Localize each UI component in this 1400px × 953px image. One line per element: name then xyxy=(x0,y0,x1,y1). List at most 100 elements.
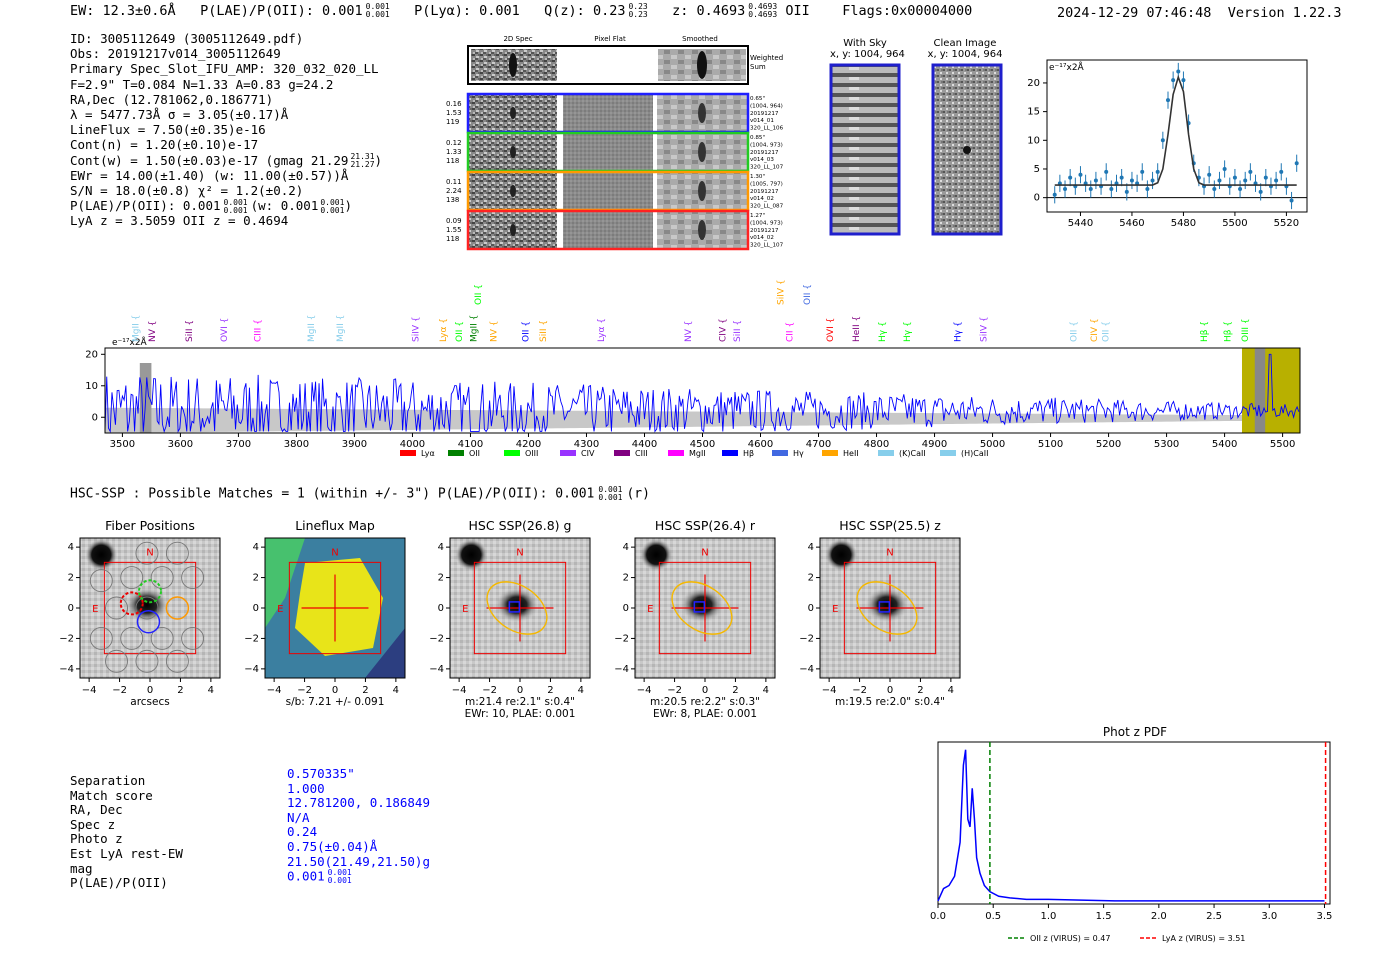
panel-x-tick-label: −2 xyxy=(667,685,682,696)
spec-x-tick-label: 5000 xyxy=(980,439,1005,450)
panel-y-tick-label: −2 xyxy=(614,633,629,644)
line-marker-label: SiIV { xyxy=(980,316,990,342)
panel-title: HSC SSP(25.5) z xyxy=(839,518,941,533)
target-marker xyxy=(508,601,521,613)
row-detail: 320_LL_107 xyxy=(750,165,784,171)
row-smooth-source xyxy=(698,181,706,201)
legend-swatch xyxy=(822,450,838,456)
data-point xyxy=(1119,175,1124,180)
panel-y-tick-label: −4 xyxy=(429,664,444,675)
legend-label: Hβ xyxy=(743,449,754,458)
data-point xyxy=(1078,172,1083,177)
panel-y-tick-label: −2 xyxy=(59,633,74,644)
galaxy-ellipse xyxy=(856,581,918,635)
line-marker-label: SiII { xyxy=(733,320,743,342)
row-detail: 1.30" xyxy=(750,174,765,180)
match-values: 0.570335" 1.000 12.781200, 0.186849 N/A … xyxy=(287,766,430,885)
spec-x-tick-label: 4500 xyxy=(690,439,715,450)
info-contw-sup: 21.31 xyxy=(350,152,375,161)
fiber-circle xyxy=(181,626,205,650)
galaxy-ellipse xyxy=(671,581,733,635)
info-plae-sup: 0.001 xyxy=(223,197,248,207)
legend-swatch xyxy=(614,450,630,456)
row-frame xyxy=(466,209,750,251)
y-tick-label: 5 xyxy=(1034,164,1040,175)
upper-marker-label: OII { xyxy=(474,284,484,305)
data-point xyxy=(1176,69,1181,74)
panel-title: Lineflux Map xyxy=(295,518,375,533)
data-point xyxy=(1063,187,1068,192)
legend-label: OII xyxy=(469,449,480,458)
hsc-title: HSC-SSP : Possible Matches = 1 (within +… xyxy=(70,486,595,502)
info-lambda: λ = 5477.73Å σ = 3.05(±0.17)Å xyxy=(70,106,289,122)
upper-marker-label: OII { xyxy=(803,284,813,305)
panel-y-tick-label: 0 xyxy=(68,603,74,614)
legend-label: (K)CaII xyxy=(899,449,926,458)
info-primary: Primary Spec_Slot_IFU_AMP: 320_032_020_L… xyxy=(70,61,379,77)
line-marker-label: OVI { xyxy=(220,318,230,342)
match-value-radec: 12.781200, 0.186849 xyxy=(287,795,430,811)
pdf-x-tick-label: 2.0 xyxy=(1151,911,1167,922)
upper-marker-label: SiIV { xyxy=(777,279,787,305)
panel-y-tick-label: 4 xyxy=(68,542,74,553)
pdf-x-tick-label: 0.5 xyxy=(985,911,1001,922)
fiber-circle xyxy=(120,566,144,590)
header-z-line: OII xyxy=(785,3,810,19)
match-label-specz: Spec z xyxy=(70,816,116,832)
fiber-circle xyxy=(150,626,174,650)
fiber-circle xyxy=(165,541,189,565)
north-label: N xyxy=(516,548,523,559)
match-label-separation: Separation xyxy=(70,773,146,788)
row-n3: 138 xyxy=(446,196,459,204)
match-value-plae: 0.001 xyxy=(287,868,325,884)
row-n2: 1.55 xyxy=(446,226,462,234)
panel-caption: s/b: 7.21 +/- 0.091 xyxy=(286,696,385,708)
spec-x-tick-label: 4000 xyxy=(400,439,425,450)
x-tick-label: 5500 xyxy=(1222,218,1247,229)
east-label: E xyxy=(462,604,468,615)
bright-star xyxy=(640,538,673,571)
row-n2: 2.24 xyxy=(446,187,462,195)
legend-swatch xyxy=(560,450,576,456)
row-detail: (1004, 973) xyxy=(750,220,783,226)
row-pixel-flat xyxy=(563,94,653,132)
line-marker-label: CII { xyxy=(785,322,795,342)
panel-title: Fiber Positions xyxy=(105,518,195,533)
sky-clean-images xyxy=(829,63,1003,236)
panel-y-tick-label: 2 xyxy=(438,573,444,584)
pdf-legend-label: OII z (VIRUS) = 0.47 xyxy=(1030,934,1110,943)
fiber-circle xyxy=(150,566,174,590)
spec-x-tick-label: 5400 xyxy=(1212,439,1237,450)
data-point xyxy=(1207,172,1212,177)
panel-y-tick-label: 4 xyxy=(253,542,259,553)
line-marker-label: SiII { xyxy=(539,320,549,342)
line-marker-label: CIII { xyxy=(253,319,263,342)
spec-x-tick-label: 3500 xyxy=(110,439,135,450)
info-sn: S/N = 18.0(±0.8) χ² = 1.2(±0.2) xyxy=(70,182,304,198)
legend-swatch xyxy=(722,450,738,456)
line-fit-plot: e⁻¹⁷x2Å 5440 5460 5480 5500 5520 0 5 10 15 20 xyxy=(1027,59,1308,229)
line-marker-label: Hβ { xyxy=(1223,321,1233,342)
spec-x-tick-label: 4600 xyxy=(748,439,773,450)
x-tick-label: 5460 xyxy=(1119,218,1144,229)
row-gap xyxy=(559,172,563,210)
panel-x-tick-label: 2 xyxy=(177,685,183,696)
cutouts-2d-panel: 2D Spec Pixel Flat Smoothed Weighted Sum… xyxy=(446,35,784,251)
spec-x-tick-label: 5100 xyxy=(1038,439,1063,450)
row-gap xyxy=(653,94,657,132)
header-ew: EW: 12.3±0.6Å xyxy=(70,3,176,19)
row-source xyxy=(510,185,516,197)
info-plae-w-sup: 0.001 xyxy=(320,197,345,207)
target-galaxy xyxy=(494,586,539,623)
line-marker-label: OIII { xyxy=(1241,318,1251,342)
north-label: N xyxy=(331,548,338,559)
pdf-x-tick-label: 1.0 xyxy=(1040,911,1056,922)
panel-x-tick-label: −4 xyxy=(82,685,97,696)
panel-y-tick-label: 0 xyxy=(253,603,259,614)
east-label: E xyxy=(832,604,838,615)
match-value-plae-row: 0.001 0.001 0.001 xyxy=(287,868,430,885)
fit-line xyxy=(1054,74,1297,186)
spec-y-tick-label: 10 xyxy=(85,381,98,392)
panel-x-tick-label: 4 xyxy=(763,685,769,696)
info-contn: Cont(n) = 1.20(±0.10)e-17 xyxy=(70,137,259,153)
